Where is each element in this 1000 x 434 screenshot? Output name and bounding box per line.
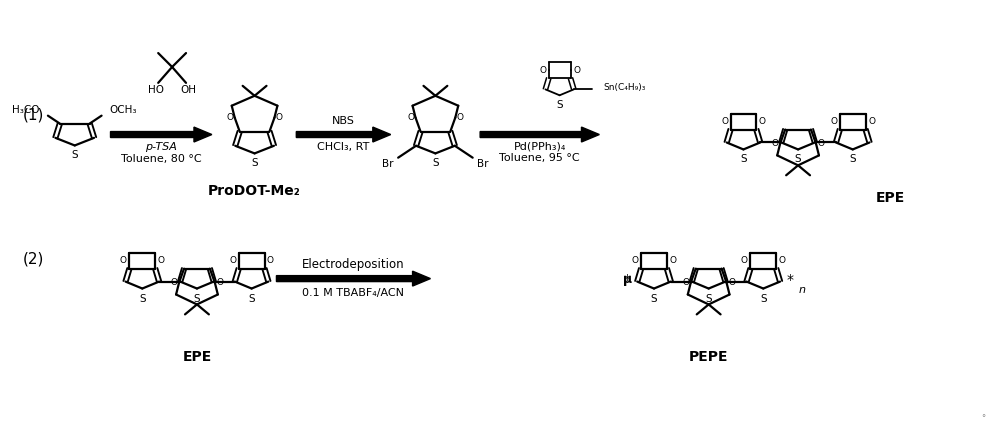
Text: S: S	[740, 155, 747, 164]
Text: Sn(C₄H₉)₃: Sn(C₄H₉)₃	[604, 83, 646, 92]
FancyArrow shape	[296, 127, 391, 142]
Text: S: S	[248, 293, 255, 303]
Text: EPE: EPE	[182, 350, 212, 364]
Text: HO: HO	[148, 85, 164, 95]
Text: S: S	[795, 155, 801, 164]
Text: O: O	[817, 139, 824, 148]
Text: O: O	[669, 256, 676, 265]
Text: Toluene, 95 °C: Toluene, 95 °C	[499, 153, 580, 163]
Text: O: O	[779, 256, 786, 265]
Text: S: S	[705, 293, 712, 303]
Text: Toluene, 80 °C: Toluene, 80 °C	[121, 155, 201, 164]
Text: O: O	[728, 278, 735, 287]
Text: S: S	[651, 293, 657, 303]
Text: *: *	[787, 273, 794, 286]
Text: O: O	[267, 256, 274, 265]
Text: O: O	[632, 256, 639, 265]
Text: S: S	[432, 158, 439, 168]
Text: μ: μ	[623, 273, 632, 286]
Text: O: O	[868, 117, 875, 126]
Text: (2): (2)	[23, 251, 44, 266]
Text: OH: OH	[180, 85, 196, 95]
Text: *: *	[624, 273, 631, 286]
Text: ProDOT-Me₂: ProDOT-Me₂	[208, 184, 301, 198]
Text: O: O	[171, 278, 178, 287]
Text: O: O	[120, 256, 127, 265]
Text: O: O	[276, 113, 283, 122]
Text: Pd(PPh₃)₄: Pd(PPh₃)₄	[514, 141, 566, 151]
Text: H₃CO: H₃CO	[12, 105, 40, 115]
Text: S: S	[556, 100, 563, 110]
Text: NBS: NBS	[332, 115, 355, 125]
Text: O: O	[226, 113, 233, 122]
Text: O: O	[407, 113, 414, 122]
Text: O: O	[759, 117, 766, 126]
Text: O: O	[539, 66, 546, 75]
Text: S: S	[760, 293, 767, 303]
Text: OCH₃: OCH₃	[110, 105, 137, 115]
FancyArrow shape	[111, 127, 212, 142]
FancyArrow shape	[276, 271, 430, 286]
Text: CHCl₃, RT: CHCl₃, RT	[317, 142, 370, 152]
Text: O: O	[741, 256, 748, 265]
Text: O: O	[229, 256, 236, 265]
Text: O: O	[216, 278, 223, 287]
Text: 0.1 M TBABF₄/ACN: 0.1 M TBABF₄/ACN	[302, 287, 404, 298]
Text: p-TSA: p-TSA	[145, 142, 177, 152]
Text: O: O	[457, 113, 464, 122]
FancyArrow shape	[480, 127, 599, 142]
Text: Br: Br	[382, 159, 394, 169]
Text: n: n	[798, 285, 805, 295]
Text: S: S	[849, 155, 856, 164]
Text: O: O	[772, 139, 779, 148]
Text: O: O	[682, 278, 689, 287]
Text: (1): (1)	[23, 107, 44, 122]
Text: Br: Br	[477, 159, 488, 169]
Text: O: O	[573, 66, 580, 75]
Text: Electrodeposition: Electrodeposition	[302, 258, 405, 271]
Text: O: O	[721, 117, 728, 126]
Text: S: S	[251, 158, 258, 168]
Text: O: O	[158, 256, 165, 265]
Text: °: °	[981, 414, 985, 423]
Text: O: O	[830, 117, 837, 126]
Text: S: S	[71, 151, 78, 161]
Text: S: S	[139, 293, 146, 303]
Text: EPE: EPE	[876, 191, 905, 205]
Text: PEPE: PEPE	[689, 350, 728, 364]
Text: S: S	[194, 293, 200, 303]
